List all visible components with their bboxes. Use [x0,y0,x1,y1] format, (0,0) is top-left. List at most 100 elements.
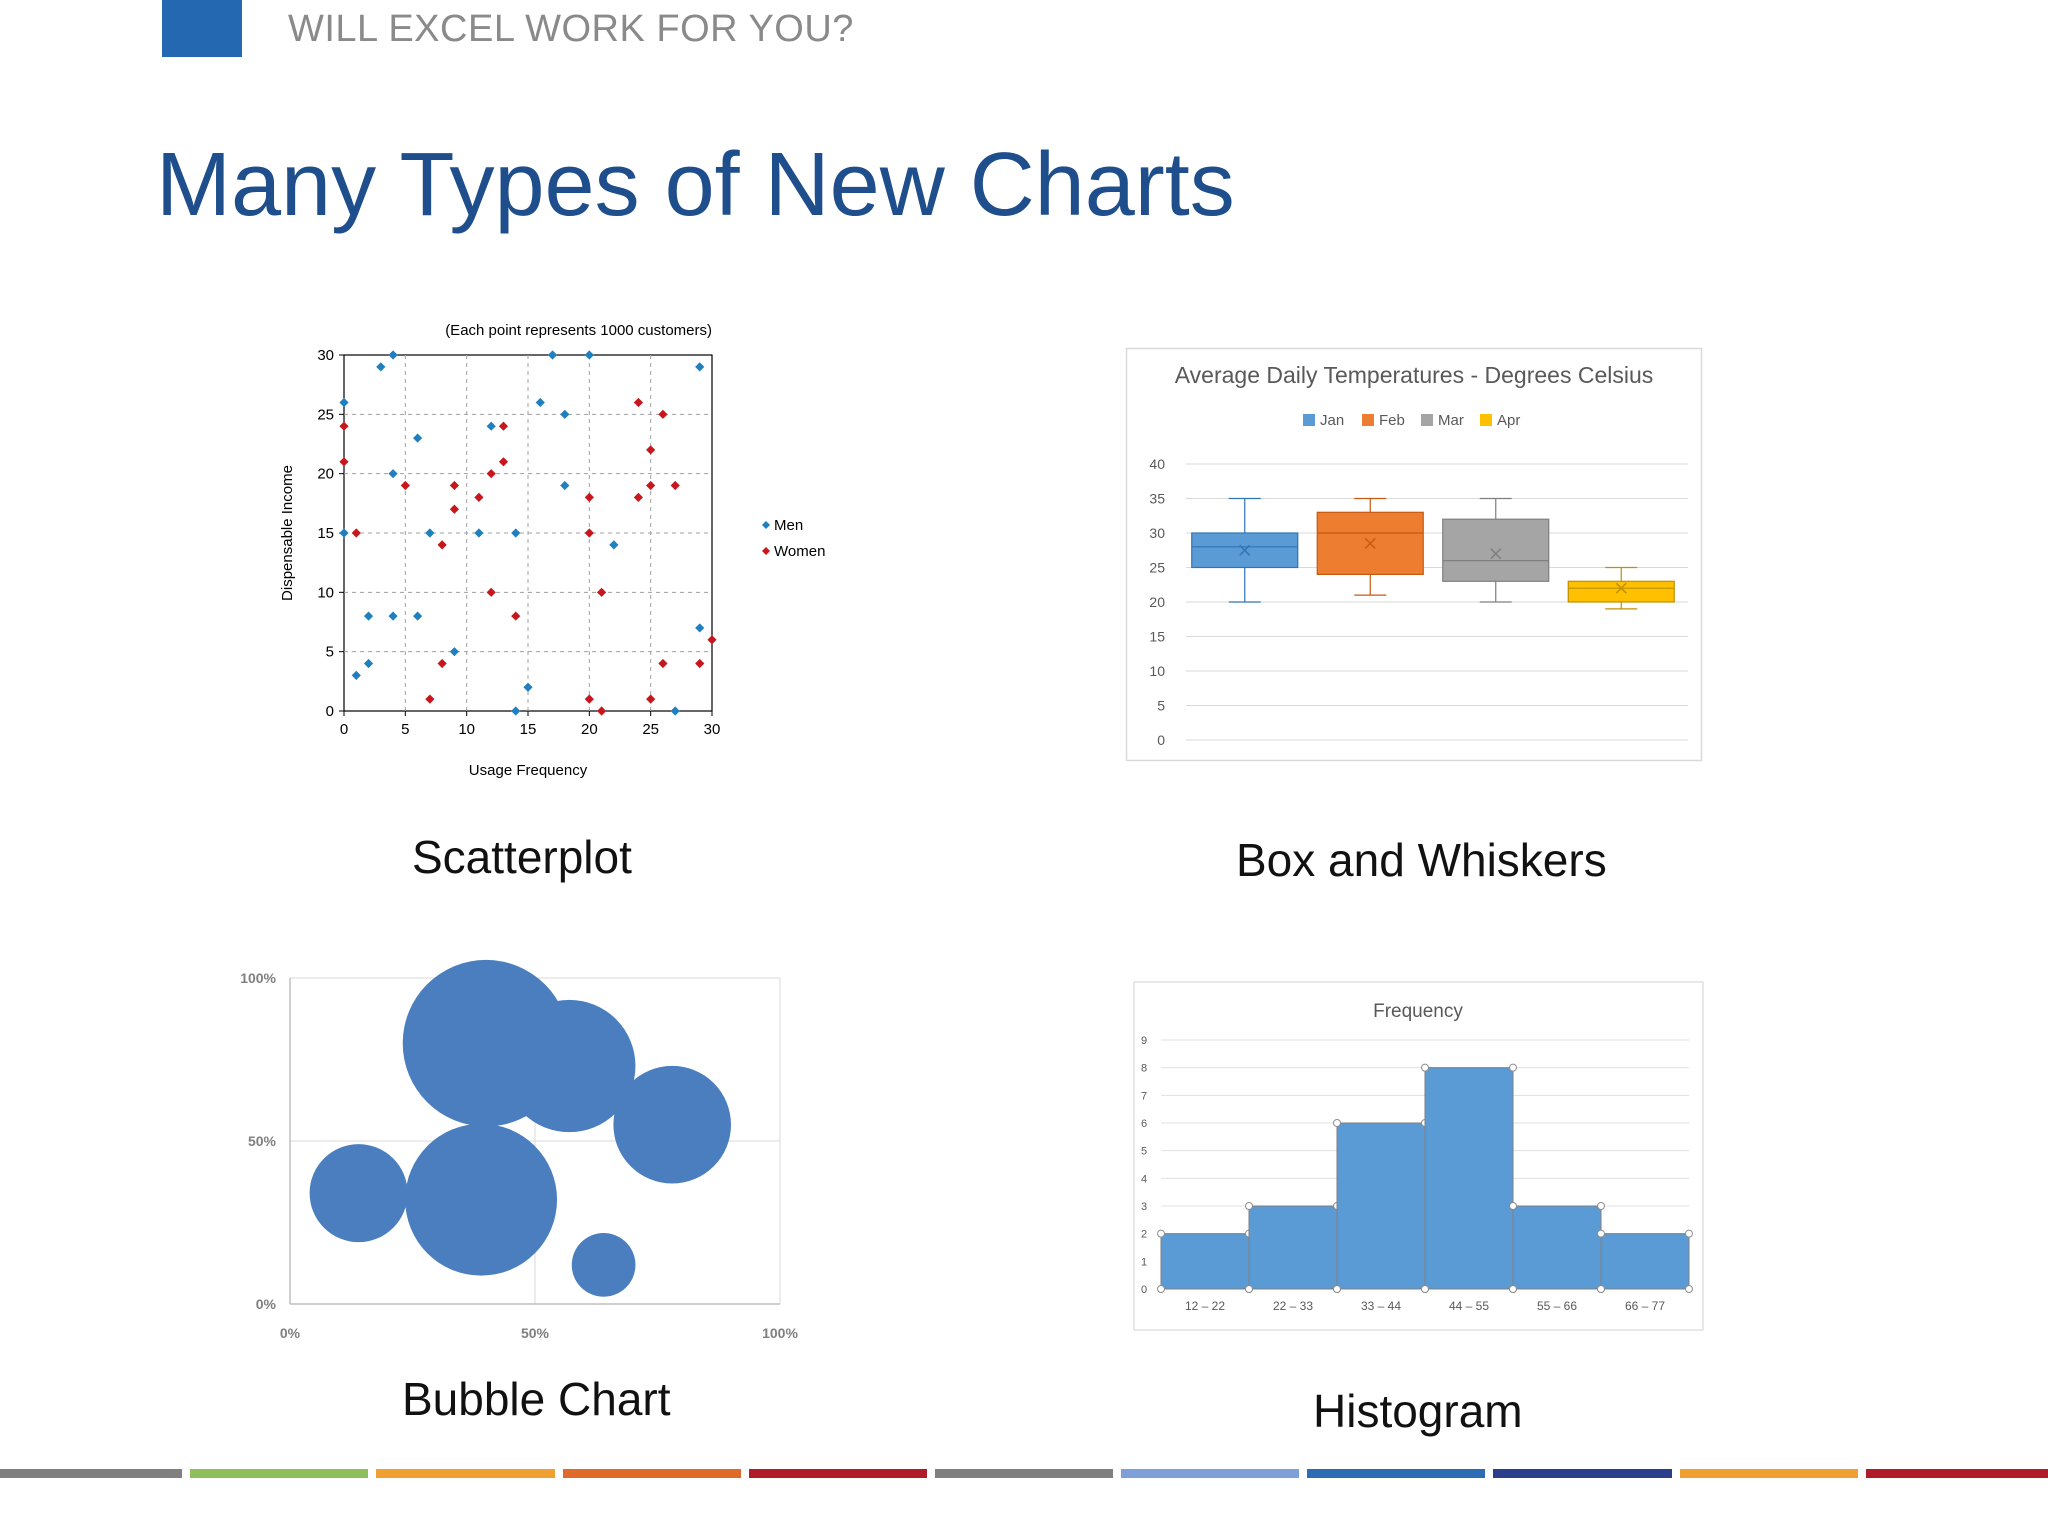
y-tick-label: 0 [1141,1284,1147,1296]
scatter-point-men [511,528,521,538]
scatter-point-women [695,658,705,669]
footer-color-segment [1307,1469,1486,1478]
header-accent-square [162,0,242,57]
scatter-point-women [707,635,717,645]
x-tick-label: 25 [642,721,659,738]
y-tick-label: 2 [1141,1229,1147,1241]
scatter-point-women [658,409,668,419]
histogram-bar [1248,1205,1338,1290]
section-header: WILL EXCEL WORK FOR YOU? [288,8,854,50]
scatter-point-women [658,658,668,669]
y-tick-label: 5 [326,644,334,661]
scatter-point-men [584,350,594,360]
scatter-point-men [609,540,619,550]
mean-marker-apr [1615,582,1627,594]
scatter-point-men [560,480,570,491]
bar-handle [1245,1202,1253,1210]
scatter-point-women [339,457,349,467]
scatter-point-women [670,480,680,491]
y-tick-label: 30 [1149,525,1165,541]
x-tick-label: 50% [521,1325,550,1341]
histogram-bar [1600,1233,1690,1290]
legend-label-men: Men [774,517,803,534]
footer-color-bar [0,1469,2048,1478]
y-tick-label: 0 [1157,732,1165,748]
y-tick-label: 10 [1149,663,1165,679]
scatter-point-men [695,623,705,633]
legend-swatch-apr [1480,414,1492,426]
histogram-caption: Histogram [1313,1385,1523,1437]
y-tick-label: 10 [317,584,334,601]
legend-label-women: Women [774,543,825,560]
y-tick-label: 50% [248,1133,277,1149]
footer-color-segment [748,1469,927,1478]
histogram-chart: Frequency 0 1 2 3 4 5 6 7 8 9 12 – 22 22 – 33 33 – 44… [1133,981,1704,1331]
footer-color-segment [190,1469,369,1478]
y-tick-label: 3 [1141,1201,1147,1213]
y-tick-label: 6 [1141,1118,1147,1130]
scatter-point-women [646,480,656,491]
scatter-point-women [511,611,521,621]
bar-handle [1421,1063,1429,1072]
bar-handle [1597,1229,1605,1238]
bar-handle [1509,1202,1517,1210]
bar-handle [1597,1285,1605,1293]
legend-marker-men [762,521,770,529]
scatter-point-men [388,611,398,621]
scatter-point-men [388,350,398,360]
y-tick-label: 9 [1141,1035,1147,1047]
scatter-point-women [597,587,607,597]
chart-title: (Each point represents 1000 customers) [445,322,712,339]
y-tick-label: 5 [1141,1146,1147,1158]
bubble [309,1144,408,1243]
legend-label-mar: Mar [1438,412,1464,429]
y-tick-label: 15 [1149,629,1165,645]
x-tick-label: 0% [280,1325,301,1341]
bubble-chart-caption: Bubble Chart [402,1373,671,1425]
x-tick-label: 22 – 33 [1273,1299,1313,1313]
slide-title: Many Types of New Charts [156,135,1235,235]
scatter-point-men [363,611,374,621]
bar-handle [1157,1285,1165,1293]
chart-title: Average Daily Temperatures - Degrees Cel… [1175,362,1654,388]
y-tick-label: 7 [1141,1090,1147,1102]
legend-label-jan: Jan [1320,412,1344,429]
scatter-point-men [339,397,349,408]
y-tick-label: 35 [1149,491,1165,507]
chart-title: Frequency [1373,1001,1463,1022]
x-tick-label: 44 – 55 [1449,1299,1489,1313]
y-tick-label: 100% [240,970,276,986]
y-tick-label: 40 [1149,456,1165,472]
footer-color-segment [376,1469,555,1478]
bar-handle [1685,1229,1693,1238]
scatter-point-men [670,706,680,716]
y-tick-label: 20 [1149,594,1165,610]
bar-handle [1509,1063,1517,1072]
x-tick-label: 12 – 22 [1185,1299,1225,1313]
x-tick-label: 0 [340,721,348,738]
scatter-point-men [413,611,423,621]
mean-marker-feb [1364,537,1376,549]
y-tick-label: 4 [1141,1173,1147,1185]
x-tick-label: 20 [581,721,598,738]
histogram-bar [1160,1233,1250,1290]
scatter-point-women [339,421,349,431]
x-tick-label: 100% [762,1325,798,1341]
y-tick-label: 0% [256,1296,277,1312]
scatter-point-women [633,492,643,502]
bar-handle [1157,1229,1165,1238]
y-tick-label: 5 [1157,698,1165,714]
box-whiskers-chart: Average Daily Temperatures - Degrees Cel… [1125,347,1703,762]
bar-handle [1333,1119,1341,1127]
histogram-bar [1512,1205,1602,1290]
legend-swatch-jan [1303,414,1315,426]
scatter-point-women [584,492,594,502]
scatter-point-women [584,694,594,704]
mean-marker-mar [1490,548,1502,560]
legend-label-feb: Feb [1379,412,1405,429]
y-tick-label: 15 [317,525,334,542]
y-tick-label: 30 [317,347,334,364]
bubble [503,999,636,1133]
x-axis-label: Usage Frequency [469,762,588,779]
footer-color-segment [1865,1469,2048,1478]
